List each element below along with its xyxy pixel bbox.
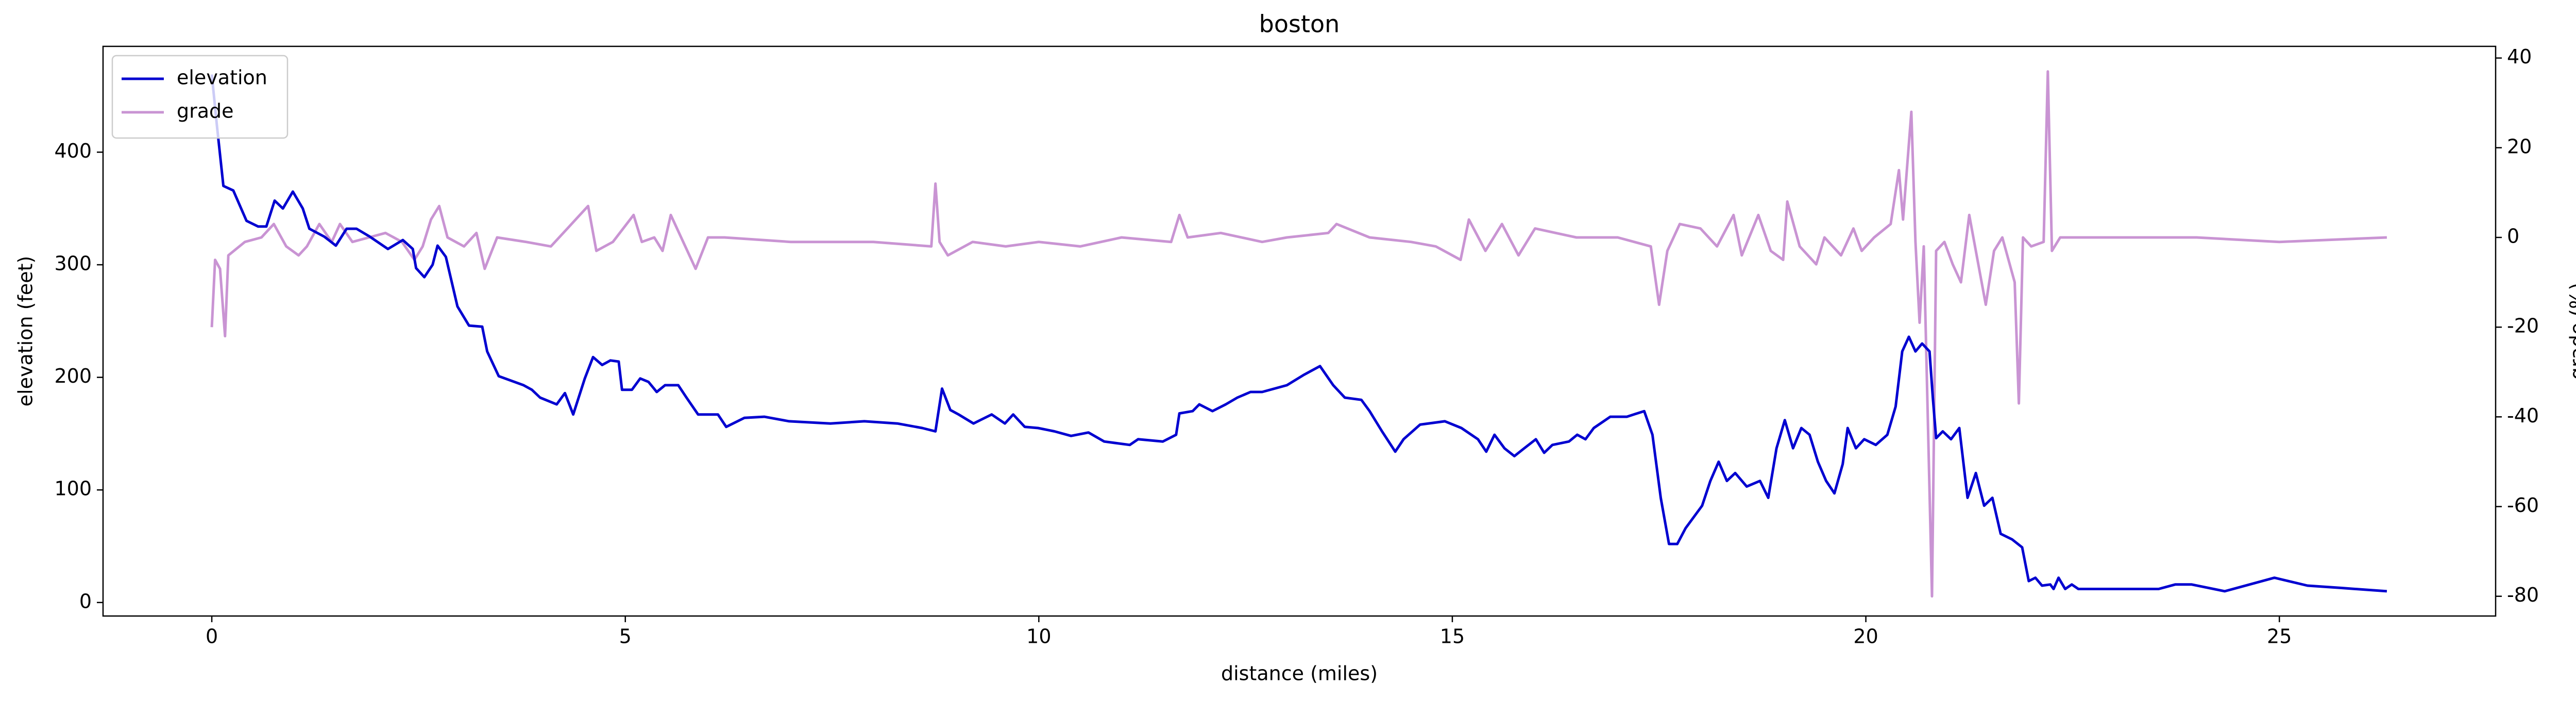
x-tick-label: 15: [1440, 625, 1465, 648]
legend-label: elevation: [177, 66, 267, 89]
y2-tick-label: -20: [2507, 315, 2539, 337]
y2-tick-label: 0: [2507, 225, 2519, 247]
y2-axis-label: grade (%): [2566, 283, 2576, 380]
y2-tick-label: -80: [2507, 584, 2539, 606]
chart-title: boston: [1259, 10, 1340, 38]
x-tick-label: 0: [206, 625, 218, 648]
data-line: [210, 74, 2387, 593]
y-tick-label: 200: [54, 365, 92, 387]
x-tick-label: 25: [2267, 625, 2292, 648]
plot-frame: [102, 45, 2497, 617]
legend-box: [111, 55, 289, 139]
y-tick-label: 100: [54, 477, 92, 500]
y-axis-label: elevation (feet): [14, 256, 37, 407]
y-tick-label: 400: [54, 140, 92, 162]
x-tick-label: 10: [1026, 625, 1051, 648]
y-tick-label: 0: [79, 590, 92, 612]
y2-tick-label: 40: [2507, 45, 2532, 68]
y2-tick-label: -60: [2507, 494, 2539, 517]
y-tick-label: 300: [54, 252, 92, 275]
x-tick-label: 5: [619, 625, 632, 648]
y2-tick-label: 20: [2507, 135, 2532, 158]
x-axis-label: distance (miles): [1221, 662, 1378, 685]
y2-tick-label: -40: [2507, 404, 2539, 427]
data-line: [210, 70, 2387, 598]
x-tick-label: 20: [1853, 625, 1878, 648]
legend-label: grade: [177, 100, 234, 123]
